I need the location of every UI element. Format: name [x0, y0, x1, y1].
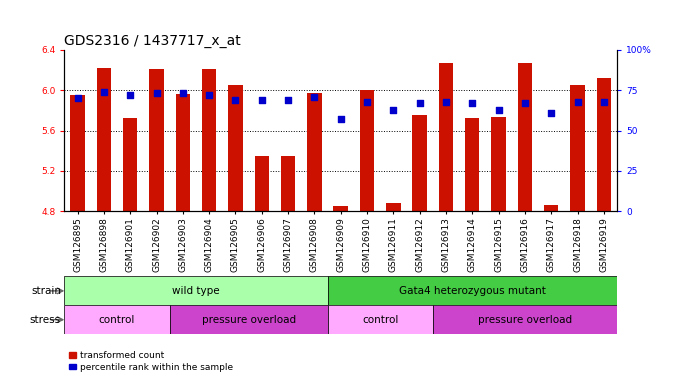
Point — [467, 100, 478, 106]
Bar — [412, 116, 427, 211]
Bar — [517, 63, 532, 211]
Bar — [597, 78, 611, 211]
Text: Gata4 heterozygous mutant: Gata4 heterozygous mutant — [399, 286, 546, 296]
Bar — [433, 305, 617, 334]
Legend: transformed count, percentile rank within the sample: transformed count, percentile rank withi… — [69, 351, 233, 372]
Bar — [254, 156, 269, 211]
Bar — [334, 206, 348, 211]
Text: pressure overload: pressure overload — [201, 314, 296, 325]
Text: GDS2316 / 1437717_x_at: GDS2316 / 1437717_x_at — [64, 33, 241, 48]
Bar — [465, 118, 479, 211]
Point — [441, 98, 452, 104]
Text: control: control — [362, 314, 399, 325]
Bar — [360, 90, 374, 211]
Point — [256, 97, 267, 103]
Point — [414, 100, 425, 106]
Point — [519, 100, 530, 106]
Point — [335, 116, 346, 122]
Text: strain: strain — [31, 286, 61, 296]
Bar — [64, 276, 327, 305]
Bar — [327, 276, 617, 305]
Bar — [97, 68, 111, 211]
Text: pressure overload: pressure overload — [478, 314, 572, 325]
Bar — [123, 118, 138, 211]
Bar — [281, 156, 296, 211]
Bar — [228, 85, 243, 211]
Point — [203, 92, 214, 98]
Point — [72, 95, 83, 101]
Bar — [170, 305, 327, 334]
Bar — [492, 118, 506, 211]
Bar — [176, 94, 190, 211]
Point — [178, 90, 188, 96]
Bar — [544, 205, 559, 211]
Text: control: control — [99, 314, 135, 325]
Point — [361, 98, 372, 104]
Point — [493, 106, 504, 113]
Point — [125, 92, 136, 98]
Bar — [202, 69, 216, 211]
Bar — [64, 305, 170, 334]
Point — [599, 98, 610, 104]
Bar — [307, 93, 321, 211]
Point — [388, 106, 399, 113]
Bar — [570, 85, 584, 211]
Point — [98, 89, 109, 95]
Point — [151, 90, 162, 96]
Point — [309, 94, 320, 100]
Bar — [71, 95, 85, 211]
Bar — [149, 69, 164, 211]
Text: stress: stress — [30, 314, 61, 325]
Bar — [439, 63, 453, 211]
Point — [230, 97, 241, 103]
Point — [546, 110, 557, 116]
Bar — [327, 305, 433, 334]
Bar — [386, 203, 401, 211]
Point — [572, 98, 583, 104]
Text: wild type: wild type — [172, 286, 220, 296]
Point — [283, 97, 294, 103]
